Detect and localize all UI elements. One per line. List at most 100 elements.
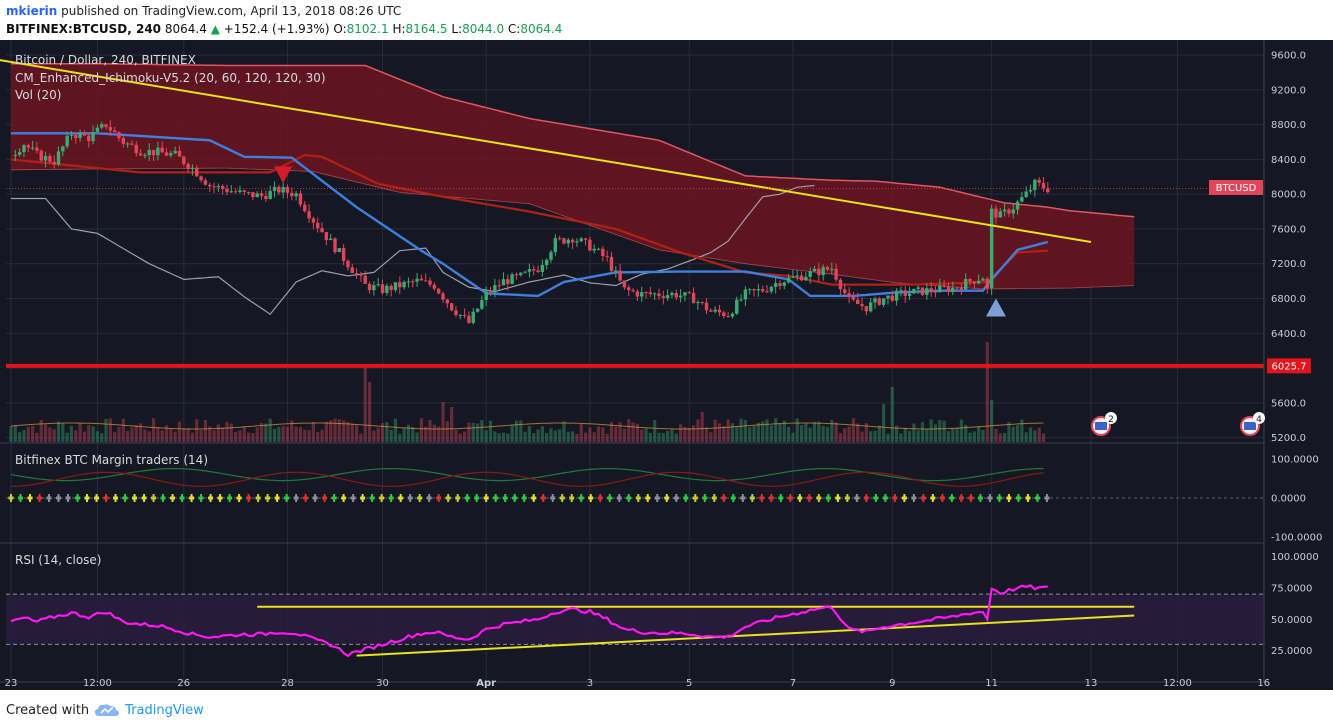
margin-signal-dot [86,494,89,502]
candle-body [493,285,497,293]
svg-text:2: 2 [1108,415,1114,425]
volume-bar [26,426,30,442]
margin-signal-dot [798,494,801,502]
candle-body [890,295,894,301]
candle-body [748,289,752,291]
margin-signal-dot [893,494,896,502]
volume-bar [838,433,843,442]
volume-bar [799,425,804,442]
candle-body [583,238,588,240]
author-name[interactable]: mkierin [6,4,58,18]
margin-signal-dot [48,494,51,502]
volume-bar [700,412,704,442]
volume-bar [359,433,363,442]
margin-signal-dot [105,494,108,502]
volume-bar [393,418,398,442]
volume-bar [1037,427,1041,442]
volume-bar [18,432,22,442]
candle-body [458,314,462,316]
volume-bar [562,421,566,442]
margin-signal-dot [789,494,792,502]
margin-signal-dot [675,494,678,502]
volume-bar [316,431,320,442]
margin-signal-dot [95,494,98,502]
volume-bar [74,430,78,442]
event-flag-2[interactable]: 2 [1091,412,1117,436]
volume-bar [886,433,890,442]
margin-signal-dot [162,494,165,502]
margin-signal-dot [618,494,621,502]
candle-body [328,238,333,241]
candle-body [376,284,380,286]
candle-body [480,300,484,309]
volume-bar [679,424,683,442]
volume-bar [774,418,778,442]
candle-body [640,292,644,297]
volume-bar [1015,425,1020,442]
candle-body [670,293,674,296]
volume-bar [514,420,519,442]
margin-signal-dot [694,494,697,502]
candle-body [65,135,69,147]
candle-body [1002,209,1007,212]
candle-body [812,268,817,272]
volume-bar [666,431,670,442]
margin-signal-dot [1045,494,1048,502]
volume-bar [333,418,337,442]
chart-canvas[interactable]: 9600.0 9200.0 8800.0 8400.0 8000.0 7600.0 7200… [0,40,1333,690]
margin-signal-dot [219,494,222,502]
legends: Bitcoin / Dollar, 240, BITFINEX CM_Enhan… [15,53,326,567]
volume-bar [182,428,186,442]
rsi-pane [6,584,1264,658]
volume-bar [367,382,372,442]
margin-signal-dot [580,494,583,502]
candle-body [212,186,216,188]
candle-body [475,308,480,312]
event-flag-4[interactable]: 4 [1240,412,1265,436]
volume-bar [238,430,242,442]
candle-body [976,280,981,284]
candle-body [942,285,946,287]
volume-bar [281,426,285,442]
margin-signal-dot [1007,494,1010,502]
tradingview-link[interactable]: TradingView [125,702,204,718]
margin-signal-dot [114,494,117,502]
btcusd-badge-label: BTCUSD [1216,183,1257,194]
candle-body [683,292,687,296]
volume-bar [126,430,130,442]
candle-body [510,274,514,284]
margin-signal-dot [190,494,193,502]
volume-bar [523,431,527,442]
price-tick-label: 6800.0 [1271,294,1306,305]
candle-body [605,256,609,258]
margin-signal-dot [637,494,640,502]
margin-signal-dot [181,494,184,502]
flag-us-icon [1095,422,1107,430]
price-tick-label: 9600.0 [1271,51,1306,62]
volume-bar [151,418,156,442]
volume-bar [216,424,220,442]
candle-body [354,273,359,275]
time-tick-label: 11 [985,678,998,689]
margin-signal-dot [209,494,212,502]
candle-body [1020,196,1024,202]
volume-bar [177,421,182,442]
candle-body [700,302,704,304]
volume-bar [480,420,484,442]
margin-signal-dot [247,494,250,502]
candle-body [527,269,532,272]
volume-bar [951,428,955,442]
ichimoku-lines [10,132,1049,316]
tenkan-sen [11,132,1049,298]
margin-signal-dot [323,494,326,502]
volume-bar [635,423,639,442]
candle-body [138,153,143,156]
margin-signal-dot [865,494,868,502]
candle-body [894,290,899,301]
candle-body [579,238,583,242]
margin-signal-dot [960,494,963,502]
margin-signal-dot [703,494,706,502]
candle-body [557,238,562,240]
volume-bar [696,419,700,442]
candle-body [424,280,428,282]
